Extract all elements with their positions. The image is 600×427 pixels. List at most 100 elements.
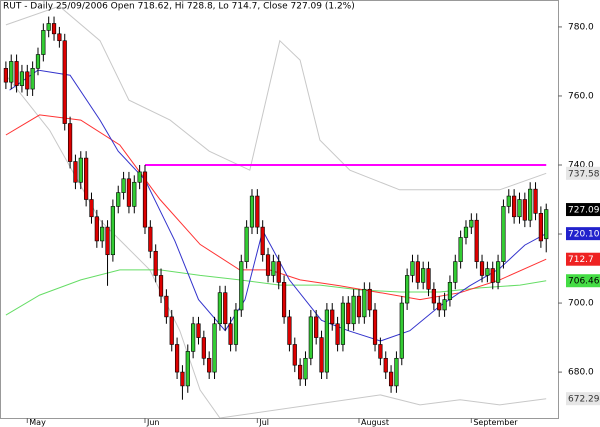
candle-body bbox=[228, 323, 233, 345]
candle-body bbox=[276, 261, 281, 283]
x-tick-label: Jul bbox=[258, 418, 269, 427]
candle-body bbox=[367, 288, 372, 311]
candle-body bbox=[30, 68, 35, 90]
candle-body bbox=[324, 309, 329, 373]
candle-body bbox=[137, 171, 142, 183]
candle-body bbox=[105, 226, 110, 256]
candle-body bbox=[3, 68, 8, 83]
candle-body bbox=[121, 178, 126, 193]
candle-body bbox=[217, 292, 222, 325]
candle-body bbox=[437, 302, 442, 311]
candle-body bbox=[207, 357, 212, 373]
y-tick-label: 740.0 bbox=[568, 160, 594, 170]
value-badge bbox=[566, 392, 600, 406]
value-badge-label: 737.589 bbox=[568, 169, 600, 179]
candle-body bbox=[538, 213, 543, 242]
candle-body bbox=[255, 195, 260, 228]
candle-body bbox=[517, 199, 522, 218]
value-badge bbox=[566, 203, 600, 217]
candle-body bbox=[303, 357, 308, 380]
candle-body bbox=[180, 371, 185, 387]
candle-body bbox=[292, 344, 297, 366]
candle-body bbox=[249, 195, 255, 228]
candle-body bbox=[447, 282, 453, 300]
candle-body bbox=[185, 351, 190, 387]
candle-body bbox=[485, 268, 490, 276]
candle-body bbox=[298, 364, 303, 380]
x-tick-label: September bbox=[473, 418, 518, 427]
candle-body bbox=[314, 316, 319, 338]
candle-body bbox=[62, 40, 67, 124]
candle-body bbox=[196, 323, 201, 338]
candle-body bbox=[335, 323, 340, 345]
candle-body bbox=[14, 61, 19, 86]
candle-body bbox=[383, 357, 388, 373]
candle-body bbox=[512, 195, 517, 218]
candle-body bbox=[362, 288, 367, 318]
candle-body bbox=[442, 299, 447, 311]
candle-body bbox=[9, 61, 14, 83]
candle-body bbox=[281, 282, 287, 318]
candle-body bbox=[223, 292, 228, 325]
candle-body bbox=[495, 261, 501, 283]
candle-body bbox=[330, 309, 335, 325]
candle-body bbox=[110, 206, 115, 256]
plot-area bbox=[3, 5, 549, 418]
value-badge bbox=[566, 274, 600, 288]
candle-body bbox=[126, 178, 132, 207]
value-badge-label: 727.09 bbox=[568, 206, 600, 216]
value-badge-label: 706.469 bbox=[568, 277, 600, 287]
candle-body bbox=[201, 337, 206, 359]
y-tick-label: 700.0 bbox=[568, 299, 594, 309]
candle-body bbox=[158, 275, 164, 297]
candle-body bbox=[522, 199, 527, 221]
chart-title: RUT - Daily 25/09/2006 Open 718.62, Hi 7… bbox=[3, 2, 355, 12]
candle-body bbox=[132, 181, 137, 207]
candle-body bbox=[265, 254, 271, 276]
value-badge bbox=[566, 166, 600, 180]
candle-body bbox=[89, 199, 94, 218]
candle-body bbox=[399, 302, 404, 359]
plot-frame bbox=[0, 0, 559, 419]
candle-body bbox=[174, 344, 180, 373]
value-badge-label: 672.294 bbox=[568, 395, 600, 405]
x-tick-label: August bbox=[361, 418, 389, 427]
candle-body bbox=[169, 316, 174, 345]
candle-body bbox=[405, 275, 410, 304]
candle-body bbox=[463, 226, 469, 238]
candle-body bbox=[308, 316, 313, 359]
candle-body bbox=[426, 268, 431, 290]
candle-body bbox=[415, 261, 420, 283]
candle-body bbox=[212, 323, 217, 373]
candle-body bbox=[51, 23, 57, 35]
candle-body bbox=[356, 295, 362, 318]
candle-body bbox=[458, 237, 463, 262]
candle-body bbox=[372, 309, 378, 345]
candle-body bbox=[421, 268, 426, 283]
candle-body bbox=[431, 288, 436, 304]
candle-body bbox=[153, 250, 158, 276]
candle-body bbox=[453, 261, 458, 283]
candle-body bbox=[346, 302, 351, 325]
candle-body bbox=[394, 357, 399, 387]
candle-body bbox=[479, 261, 485, 276]
candle-body bbox=[164, 295, 169, 318]
value-badge-label: 712.7 bbox=[568, 255, 594, 265]
candle-body bbox=[544, 209, 549, 240]
candle-body bbox=[351, 295, 356, 325]
candle-body bbox=[244, 226, 249, 262]
candle-body bbox=[100, 226, 105, 242]
candle-body bbox=[533, 188, 538, 214]
candle-body bbox=[191, 323, 196, 352]
candle-body bbox=[340, 302, 346, 345]
candle-body bbox=[474, 219, 479, 262]
candle-body bbox=[233, 309, 239, 345]
candle-body bbox=[287, 316, 292, 345]
candle-body bbox=[19, 71, 25, 86]
candle-body bbox=[239, 261, 244, 311]
candle-body bbox=[506, 195, 511, 207]
candle-body bbox=[73, 161, 78, 183]
candle-body bbox=[271, 261, 276, 276]
y-tick-label: 680.0 bbox=[568, 368, 594, 378]
